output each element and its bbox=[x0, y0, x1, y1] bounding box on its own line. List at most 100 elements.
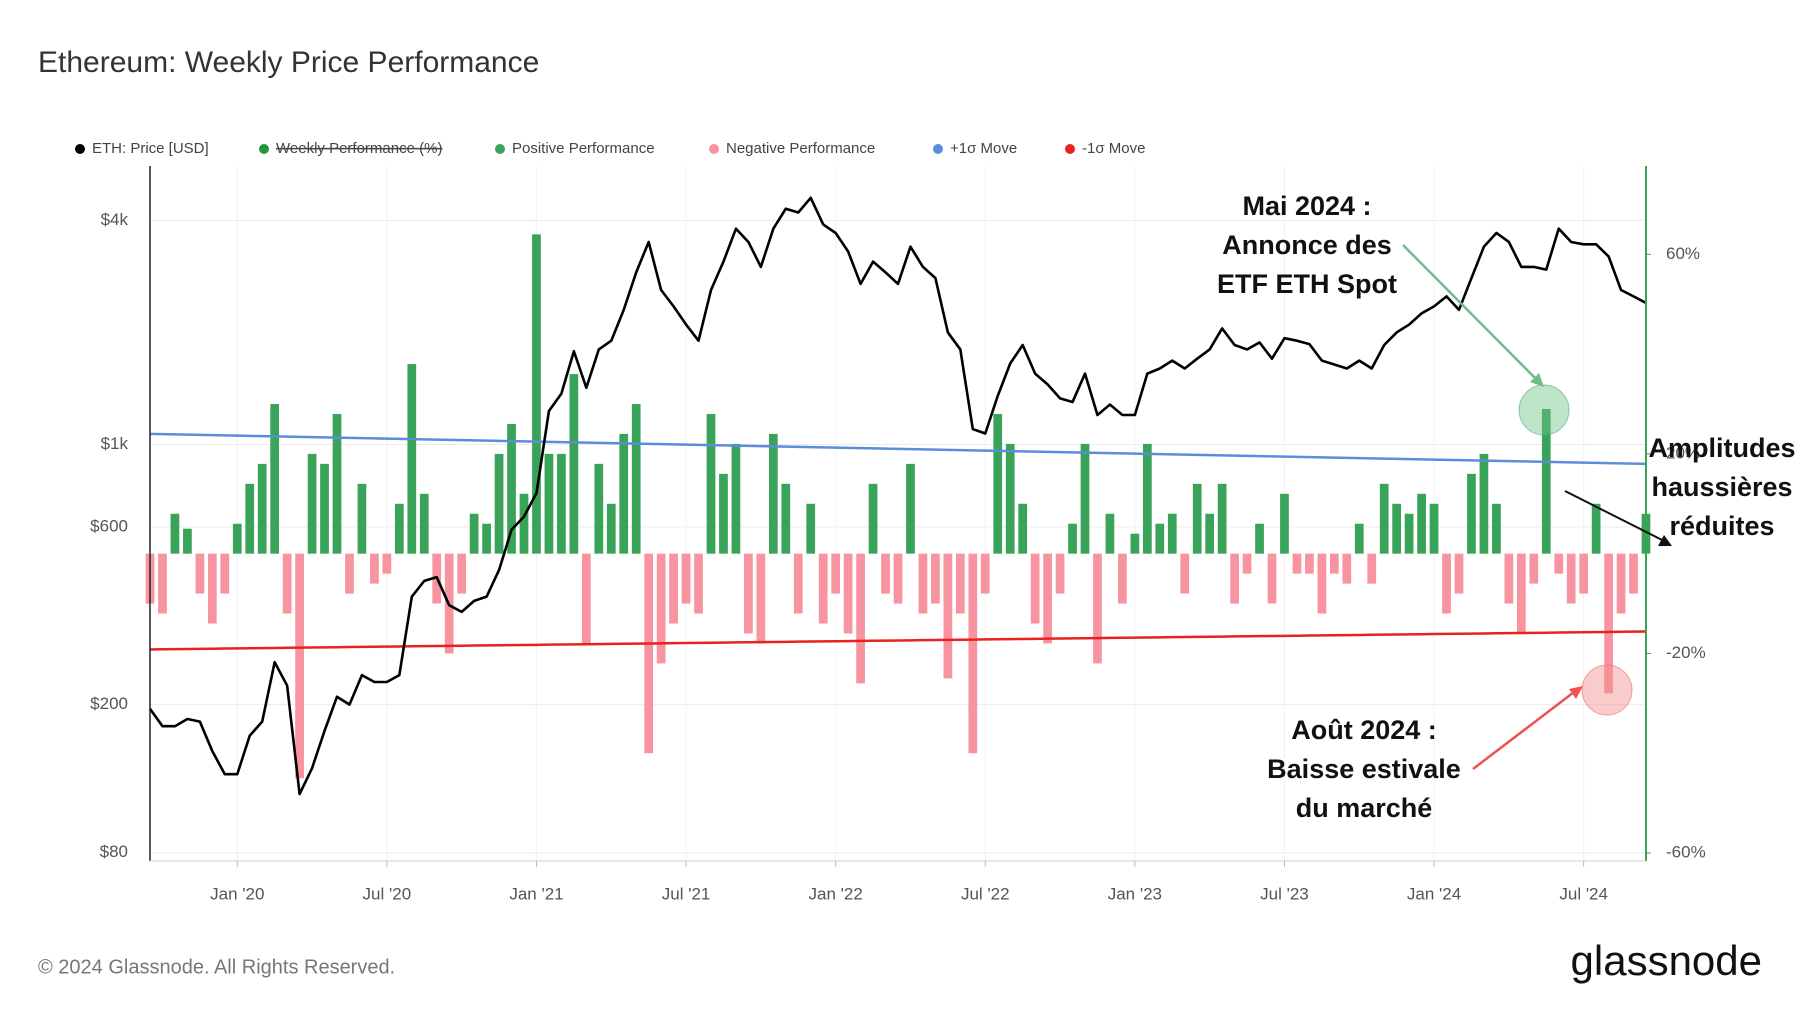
bar bbox=[631, 403, 641, 554]
bar bbox=[781, 483, 791, 554]
y-tick-label: $4k bbox=[101, 210, 129, 229]
bar bbox=[955, 553, 965, 614]
bar bbox=[893, 553, 903, 604]
y2-tick-label: -60% bbox=[1666, 843, 1706, 862]
bar bbox=[1616, 553, 1626, 614]
bar bbox=[1305, 553, 1314, 574]
bar bbox=[195, 553, 205, 594]
x-tick-label: Jan '21 bbox=[509, 884, 563, 903]
bar bbox=[669, 553, 678, 624]
bar bbox=[1379, 483, 1389, 554]
bar bbox=[183, 528, 192, 554]
bar bbox=[1155, 523, 1165, 554]
bar bbox=[1093, 553, 1102, 664]
annotation-text: Mai 2024 : bbox=[1242, 191, 1371, 221]
bar bbox=[644, 553, 654, 754]
x-tick-label: Jul '22 bbox=[961, 884, 1010, 903]
y2-tick-label: 20% bbox=[1666, 443, 1700, 462]
bar bbox=[257, 463, 267, 554]
bar bbox=[1492, 503, 1501, 554]
bar bbox=[457, 553, 467, 594]
x-tick-label: Jan '20 bbox=[210, 884, 264, 903]
bar bbox=[731, 443, 741, 554]
y2-tick-label: 60% bbox=[1666, 244, 1700, 263]
bar bbox=[394, 503, 404, 554]
bar bbox=[320, 463, 329, 554]
arrow bbox=[1564, 490, 1667, 543]
bar bbox=[1142, 443, 1152, 554]
x-tick-label: Jul '23 bbox=[1260, 884, 1309, 903]
y2-tick-label: -20% bbox=[1666, 643, 1706, 662]
bar bbox=[1529, 553, 1539, 584]
bar bbox=[1392, 503, 1402, 554]
bar bbox=[158, 553, 167, 614]
bar bbox=[1566, 553, 1576, 604]
bar bbox=[1467, 473, 1476, 554]
bar bbox=[681, 553, 691, 604]
x-tick-label: Jul '24 bbox=[1559, 884, 1608, 903]
bar bbox=[532, 234, 541, 554]
bar bbox=[993, 413, 1003, 554]
bar bbox=[1192, 483, 1202, 554]
copyright: © 2024 Glassnode. All Rights Reserved. bbox=[38, 956, 395, 978]
bar bbox=[768, 433, 778, 554]
annotation-text: Baisse estivale bbox=[1267, 754, 1461, 784]
annotation-text: haussières bbox=[1651, 472, 1792, 502]
bar bbox=[1267, 553, 1277, 604]
bar bbox=[469, 513, 479, 554]
series-line bbox=[149, 630, 1647, 651]
bar bbox=[1579, 553, 1589, 594]
x-tick-label: Jul '21 bbox=[662, 884, 711, 903]
arrow bbox=[1402, 244, 1541, 384]
bar bbox=[1367, 553, 1377, 584]
bar bbox=[1180, 553, 1190, 594]
legend-label: Positive Performance bbox=[512, 140, 655, 157]
bar bbox=[1342, 553, 1352, 584]
bar bbox=[1167, 513, 1177, 554]
bar bbox=[856, 553, 865, 684]
bar bbox=[694, 553, 703, 614]
bar bbox=[706, 413, 716, 554]
bar bbox=[931, 553, 940, 604]
bar bbox=[1217, 483, 1227, 554]
legend-label: Weekly Performance (%) bbox=[276, 140, 442, 157]
bar bbox=[1292, 553, 1302, 574]
legend-swatch bbox=[709, 144, 719, 154]
y-tick-label: $600 bbox=[90, 517, 128, 536]
bar bbox=[1068, 523, 1077, 554]
bar bbox=[1516, 553, 1526, 634]
bar bbox=[906, 463, 915, 554]
bar bbox=[1030, 553, 1040, 624]
legend-swatch bbox=[259, 144, 269, 154]
lines bbox=[148, 196, 1647, 796]
bar bbox=[1417, 493, 1426, 554]
bar bbox=[1130, 533, 1140, 554]
bar bbox=[831, 553, 841, 594]
bar bbox=[868, 483, 878, 554]
arrow-head bbox=[1569, 686, 1583, 699]
bar bbox=[619, 433, 629, 554]
bar bbox=[482, 523, 491, 554]
highlight-circle bbox=[1581, 664, 1633, 716]
bar bbox=[1454, 553, 1464, 594]
bar bbox=[1629, 553, 1638, 594]
bar bbox=[307, 453, 317, 554]
bar bbox=[806, 503, 816, 554]
legend-swatch bbox=[495, 144, 505, 154]
bar bbox=[656, 553, 666, 664]
bar bbox=[282, 553, 292, 614]
bar bbox=[1554, 553, 1564, 574]
legend-swatch bbox=[933, 144, 943, 154]
bar bbox=[295, 553, 304, 779]
bar bbox=[1118, 553, 1127, 604]
bar bbox=[594, 463, 604, 554]
bar bbox=[1055, 553, 1065, 594]
bar bbox=[1205, 513, 1215, 554]
bar bbox=[1429, 503, 1439, 554]
bar bbox=[719, 473, 728, 554]
bar bbox=[494, 453, 504, 554]
annotation-text: Amplitudes bbox=[1648, 433, 1795, 463]
annotations: Mai 2024 : Annonce des ETF ETH Spot Août 20… bbox=[1217, 191, 1796, 823]
bar bbox=[419, 493, 429, 554]
bar bbox=[1541, 408, 1551, 554]
